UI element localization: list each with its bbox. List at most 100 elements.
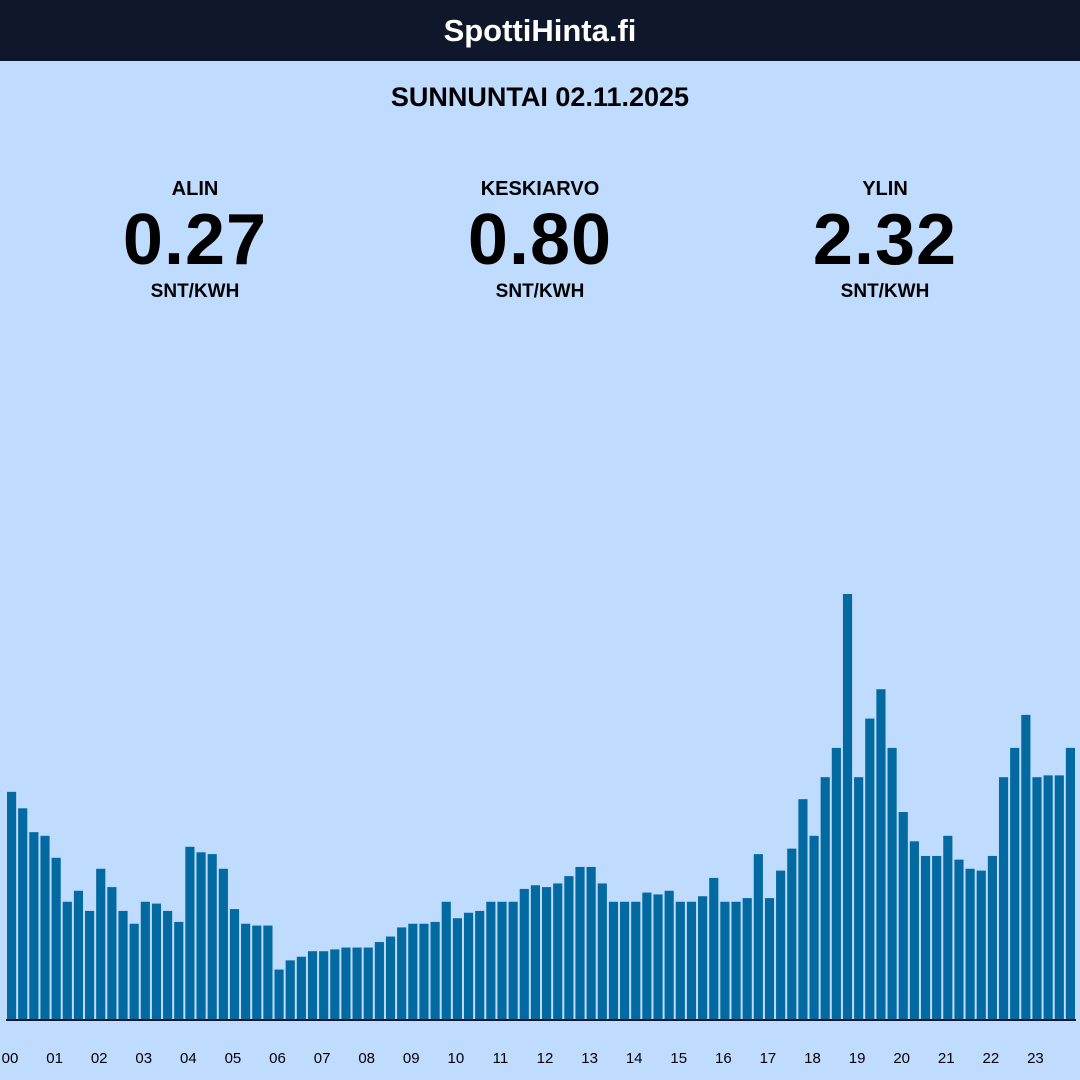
price-bar bbox=[753, 854, 763, 1019]
price-bar bbox=[909, 841, 919, 1019]
price-bar bbox=[463, 912, 474, 1019]
price-bar bbox=[553, 883, 563, 1019]
price-bar bbox=[820, 777, 830, 1019]
price-bar bbox=[29, 832, 39, 1019]
price-bar bbox=[307, 951, 318, 1019]
price-bar bbox=[174, 921, 184, 1019]
stat-max: YLIN 2.32 SNT/KWH bbox=[735, 176, 1035, 304]
price-bar bbox=[163, 910, 173, 1019]
price-bar bbox=[241, 923, 251, 1019]
price-bar bbox=[40, 835, 50, 1019]
x-tick-label: 00 bbox=[2, 1050, 19, 1067]
x-tick-label: 04 bbox=[180, 1050, 197, 1067]
x-tick-label: 11 bbox=[493, 1050, 509, 1067]
price-bar bbox=[296, 956, 306, 1019]
price-bar bbox=[998, 777, 1009, 1019]
stat-average-label: KESKIARVO bbox=[480, 178, 600, 200]
x-tick-labels: 00 01 02 03 04 05 06 07 08 09 10 11 12 13 14 15 16 17 18 19… bbox=[2, 1050, 1044, 1067]
price-bar bbox=[987, 855, 997, 1019]
x-tick-label: 03 bbox=[135, 1050, 152, 1067]
price-bar bbox=[107, 887, 117, 1019]
price-bar bbox=[720, 901, 730, 1019]
price-bar bbox=[252, 925, 262, 1019]
price-bar bbox=[519, 888, 529, 1019]
price-bar bbox=[608, 901, 619, 1019]
price-bar bbox=[787, 848, 797, 1019]
x-tick-label: 02 bbox=[91, 1050, 108, 1067]
price-bar bbox=[854, 777, 864, 1019]
price-bar bbox=[330, 949, 340, 1019]
stat-max-unit: SNT/KWH bbox=[840, 281, 930, 302]
price-bar bbox=[263, 925, 273, 1019]
price-bar bbox=[196, 852, 206, 1019]
price-bar bbox=[1043, 775, 1053, 1019]
price-bar bbox=[887, 747, 897, 1019]
price-bar bbox=[898, 812, 908, 1019]
price-bar bbox=[441, 901, 451, 1019]
price-bar bbox=[642, 892, 652, 1019]
price-bar bbox=[374, 942, 384, 1019]
price-bar bbox=[976, 870, 986, 1019]
price-bar bbox=[631, 901, 641, 1019]
price-bar bbox=[664, 890, 674, 1019]
x-tick-label: 08 bbox=[358, 1050, 375, 1067]
price-bar bbox=[842, 594, 853, 1019]
stat-average-value: 0.80 bbox=[467, 200, 613, 280]
price-bar bbox=[385, 936, 396, 1019]
date-heading: SUNNUNTAI 02.11.2025 bbox=[390, 82, 690, 112]
price-bar bbox=[51, 857, 61, 1019]
price-bar bbox=[341, 947, 351, 1019]
price-bar bbox=[698, 896, 708, 1019]
price-bar bbox=[73, 890, 84, 1019]
x-tick-label: 15 bbox=[670, 1050, 687, 1067]
price-bar bbox=[408, 923, 418, 1019]
price-bar bbox=[218, 868, 228, 1019]
price-bar bbox=[140, 901, 150, 1019]
x-tick-label: 18 bbox=[804, 1050, 821, 1067]
price-bar bbox=[1021, 714, 1031, 1019]
price-bar bbox=[18, 808, 28, 1019]
price-bar bbox=[319, 951, 329, 1019]
price-bar bbox=[508, 901, 518, 1019]
price-bar bbox=[597, 883, 607, 1019]
price-bar bbox=[876, 689, 886, 1019]
x-tick-label: 10 bbox=[447, 1050, 464, 1067]
price-bar bbox=[742, 898, 752, 1019]
price-bar bbox=[709, 877, 719, 1019]
price-bar bbox=[1010, 747, 1020, 1019]
stat-max-label: YLIN bbox=[862, 178, 908, 200]
stat-max-value: 2.32 bbox=[812, 200, 958, 280]
price-bar bbox=[118, 910, 128, 1019]
price-bar bbox=[575, 866, 585, 1019]
x-tick-label: 23 bbox=[1027, 1050, 1044, 1067]
price-bar bbox=[865, 718, 875, 1019]
price-bar bbox=[7, 791, 17, 1019]
app-title[interactable]: SpottiHinta.fi bbox=[443, 12, 637, 48]
x-tick-label: 16 bbox=[715, 1050, 732, 1067]
bars-group bbox=[7, 594, 1075, 1020]
price-bar bbox=[675, 901, 685, 1019]
price-bar bbox=[542, 887, 552, 1019]
x-tick-label: 17 bbox=[760, 1050, 777, 1067]
price-bar bbox=[530, 885, 540, 1019]
price-bar bbox=[1032, 777, 1042, 1019]
price-bar bbox=[285, 960, 295, 1019]
price-bar bbox=[1065, 747, 1075, 1019]
price-bar bbox=[932, 855, 942, 1019]
x-tick-label: 05 bbox=[225, 1050, 242, 1067]
price-bar bbox=[809, 835, 819, 1019]
stat-min-value: 0.27 bbox=[122, 200, 268, 280]
price-bar bbox=[96, 868, 106, 1019]
x-tick-label: 09 bbox=[403, 1050, 420, 1067]
price-bar bbox=[207, 854, 217, 1019]
app-header: SpottiHinta.fi bbox=[0, 0, 1080, 61]
x-tick-label: 12 bbox=[537, 1050, 554, 1067]
price-bar bbox=[586, 866, 596, 1019]
price-bar bbox=[185, 846, 195, 1019]
price-bar bbox=[352, 947, 362, 1019]
price-bar bbox=[653, 894, 663, 1019]
price-bar bbox=[776, 870, 786, 1019]
x-tick-label: 13 bbox=[581, 1050, 598, 1067]
price-bar bbox=[363, 947, 373, 1019]
stat-average: KESKIARVO 0.80 SNT/KWH bbox=[390, 176, 690, 304]
